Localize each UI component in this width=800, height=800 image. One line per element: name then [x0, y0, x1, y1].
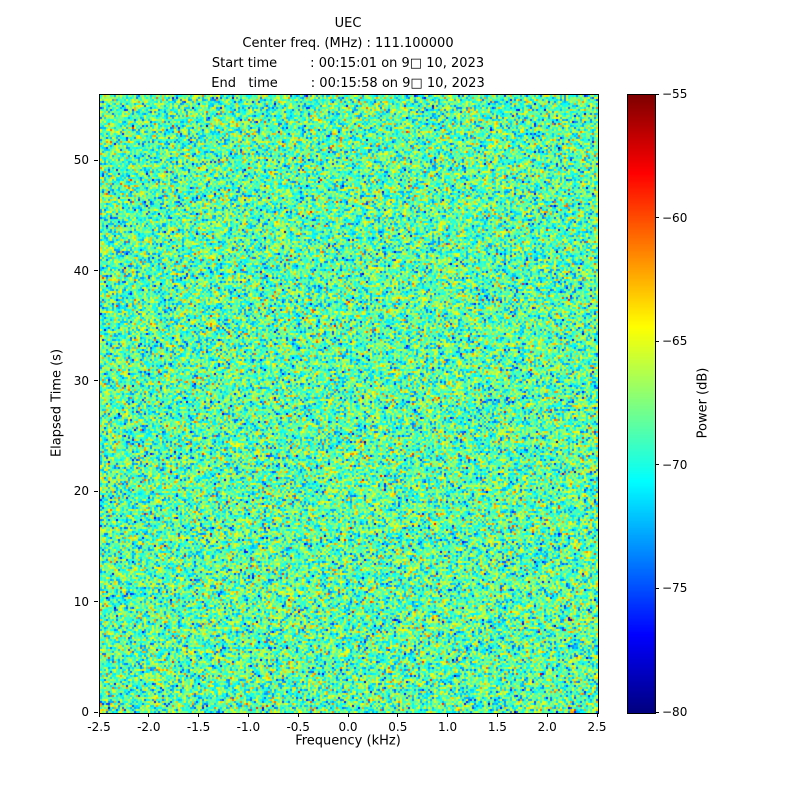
y-tick-mark: [94, 490, 98, 492]
y-axis-label: Elapsed Time (s): [49, 348, 65, 458]
end-time-line: End time : 00:15:58 on 9□ 10, 2023: [211, 76, 485, 91]
colorbar-tick-mark: [655, 93, 659, 95]
heatmap-plot: [99, 94, 599, 714]
x-tick-label: -0.5: [286, 720, 310, 734]
colorbar-tick-label: −60: [662, 210, 688, 225]
colorbar-tick-mark: [655, 340, 659, 342]
x-tick-mark: [347, 713, 349, 717]
colorbar-tick-label: −65: [662, 334, 688, 349]
center-freq-line: Center freq. (MHz) : 111.100000: [242, 36, 454, 51]
x-tick-label: 1.5: [487, 720, 507, 734]
colorbar-tick-label: −75: [662, 581, 688, 596]
colorbar-tick-mark: [655, 217, 659, 219]
x-tick-label: 2.5: [587, 720, 607, 734]
colorbar: [627, 94, 656, 714]
y-tick-label: 30: [73, 373, 89, 388]
x-tick-mark: [397, 713, 399, 717]
x-axis-label: Frequency (kHz): [295, 733, 401, 749]
start-time-line: Start time : 00:15:01 on 9□ 10, 2023: [211, 56, 485, 71]
x-tick-label: -1.5: [186, 720, 211, 734]
y-tick-label: 50: [73, 153, 89, 168]
y-tick-mark: [94, 711, 98, 713]
x-tick-mark: [596, 713, 598, 717]
x-tick-mark: [496, 713, 498, 717]
y-tick-mark: [94, 270, 98, 272]
colorbar-tick-label: −80: [662, 705, 688, 719]
y-tick-label: 20: [73, 484, 89, 499]
y-tick-label: 40: [73, 263, 89, 278]
x-tick-label: 0.5: [388, 720, 408, 734]
colorbar-tick-mark: [655, 464, 659, 466]
y-tick-mark: [94, 380, 98, 382]
x-tick-label: -2.0: [137, 720, 161, 734]
x-tick-mark: [148, 713, 150, 717]
x-tick-label: -2.5: [87, 720, 111, 734]
colorbar-tick-label: −70: [662, 457, 688, 472]
x-tick-mark: [198, 713, 200, 717]
y-tick-label: 0: [81, 705, 89, 719]
colorbar-tick-mark: [655, 587, 659, 589]
chart-title: UEC: [334, 16, 362, 31]
x-tick-mark: [447, 713, 449, 717]
y-tick-mark: [94, 601, 98, 603]
x-tick-mark: [98, 713, 100, 717]
x-tick-mark: [297, 713, 299, 717]
colorbar-tick-mark: [655, 711, 659, 713]
colorbar-tick-label: −55: [662, 87, 688, 101]
colorbar-canvas: [628, 95, 655, 713]
x-tick-mark: [546, 713, 548, 717]
x-tick-label: 1.0: [438, 720, 458, 734]
y-tick-label: 10: [73, 594, 89, 609]
y-tick-mark: [94, 159, 98, 161]
spectrogram-canvas: [100, 95, 598, 713]
x-tick-label: -1.0: [236, 720, 261, 734]
x-tick-mark: [247, 713, 249, 717]
x-tick-label: 0.0: [338, 720, 358, 734]
figure-header: UEC Center freq. (MHz) : 111.100000 Star…: [99, 14, 597, 94]
colorbar-label: Power (dB): [695, 367, 711, 439]
x-tick-label: 2.0: [537, 720, 557, 734]
